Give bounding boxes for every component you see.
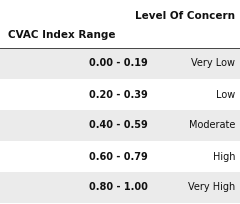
Text: 0.80 - 1.00: 0.80 - 1.00: [89, 183, 148, 193]
Text: Very Low: Very Low: [191, 59, 235, 69]
Bar: [0, 110, 240, 141]
Text: 0.00 - 0.19: 0.00 - 0.19: [89, 59, 148, 69]
Bar: [0, 48, 240, 79]
Text: 0.60 - 0.79: 0.60 - 0.79: [89, 152, 148, 162]
Text: Low: Low: [216, 90, 235, 100]
Text: Level Of Concern: Level Of Concern: [135, 11, 235, 21]
Bar: [0, 172, 240, 203]
Text: Very High: Very High: [188, 183, 235, 193]
Text: Moderate: Moderate: [189, 121, 235, 131]
Text: High: High: [212, 152, 235, 162]
Text: 0.40 - 0.59: 0.40 - 0.59: [89, 121, 148, 131]
Text: 0.20 - 0.39: 0.20 - 0.39: [89, 90, 148, 100]
Text: CVAC Index Range: CVAC Index Range: [8, 30, 115, 40]
